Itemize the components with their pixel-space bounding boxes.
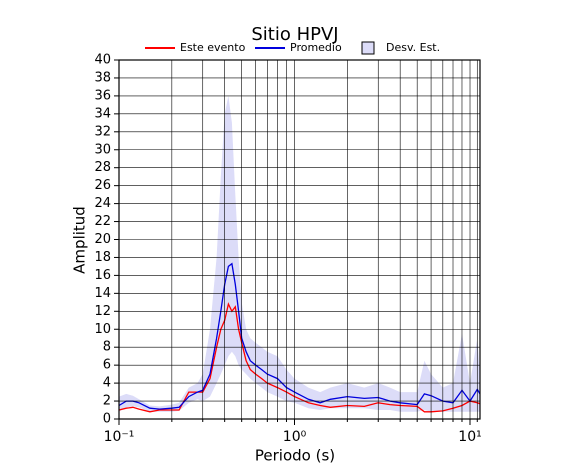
y-tick-label: 36 <box>94 88 111 103</box>
y-tick-label: 10 <box>94 322 111 337</box>
y-tick-label: 30 <box>94 142 111 157</box>
grid <box>118 59 480 420</box>
y-tick-label: 32 <box>94 124 111 139</box>
chart-title: Sitio HPVJ <box>251 24 338 45</box>
legend-label: Este evento <box>180 41 246 54</box>
y-tick-label: 20 <box>94 232 111 247</box>
y-tick-label: 16 <box>94 268 111 283</box>
data <box>118 95 481 413</box>
x-tick-label: 10¹ <box>458 429 481 445</box>
y-tick-label: 18 <box>94 250 111 265</box>
x-tick-label: 10⁻¹ <box>104 429 135 445</box>
std-band <box>119 95 480 412</box>
y-tick-label: 40 <box>94 53 111 68</box>
y-tick-label: 38 <box>94 70 111 85</box>
plot-frame <box>118 59 481 420</box>
y-tick-label: 22 <box>94 214 111 229</box>
x-axis-label: Periodo (s) <box>255 447 335 465</box>
y-axis-label: Amplitud <box>71 206 89 274</box>
x-tick-label: 10⁰ <box>283 429 307 445</box>
y-tick-label: 0 <box>103 412 111 427</box>
legend-label: Desv. Est. <box>386 41 440 54</box>
y-tick-label: 14 <box>94 286 111 301</box>
y-tick-label: 2 <box>103 394 111 409</box>
y-tick-label: 24 <box>94 196 111 211</box>
y-tick-label: 34 <box>94 106 111 121</box>
legend-label: Promedio <box>290 41 342 54</box>
y-tick-label: 6 <box>103 358 111 373</box>
y-tick-label: 12 <box>94 304 111 319</box>
legend-swatch <box>361 41 375 55</box>
y-tick-label: 8 <box>103 340 111 355</box>
y-tick-label: 28 <box>94 160 111 175</box>
y-tick-label: 4 <box>103 376 111 391</box>
y-tick-label: 26 <box>94 178 111 193</box>
